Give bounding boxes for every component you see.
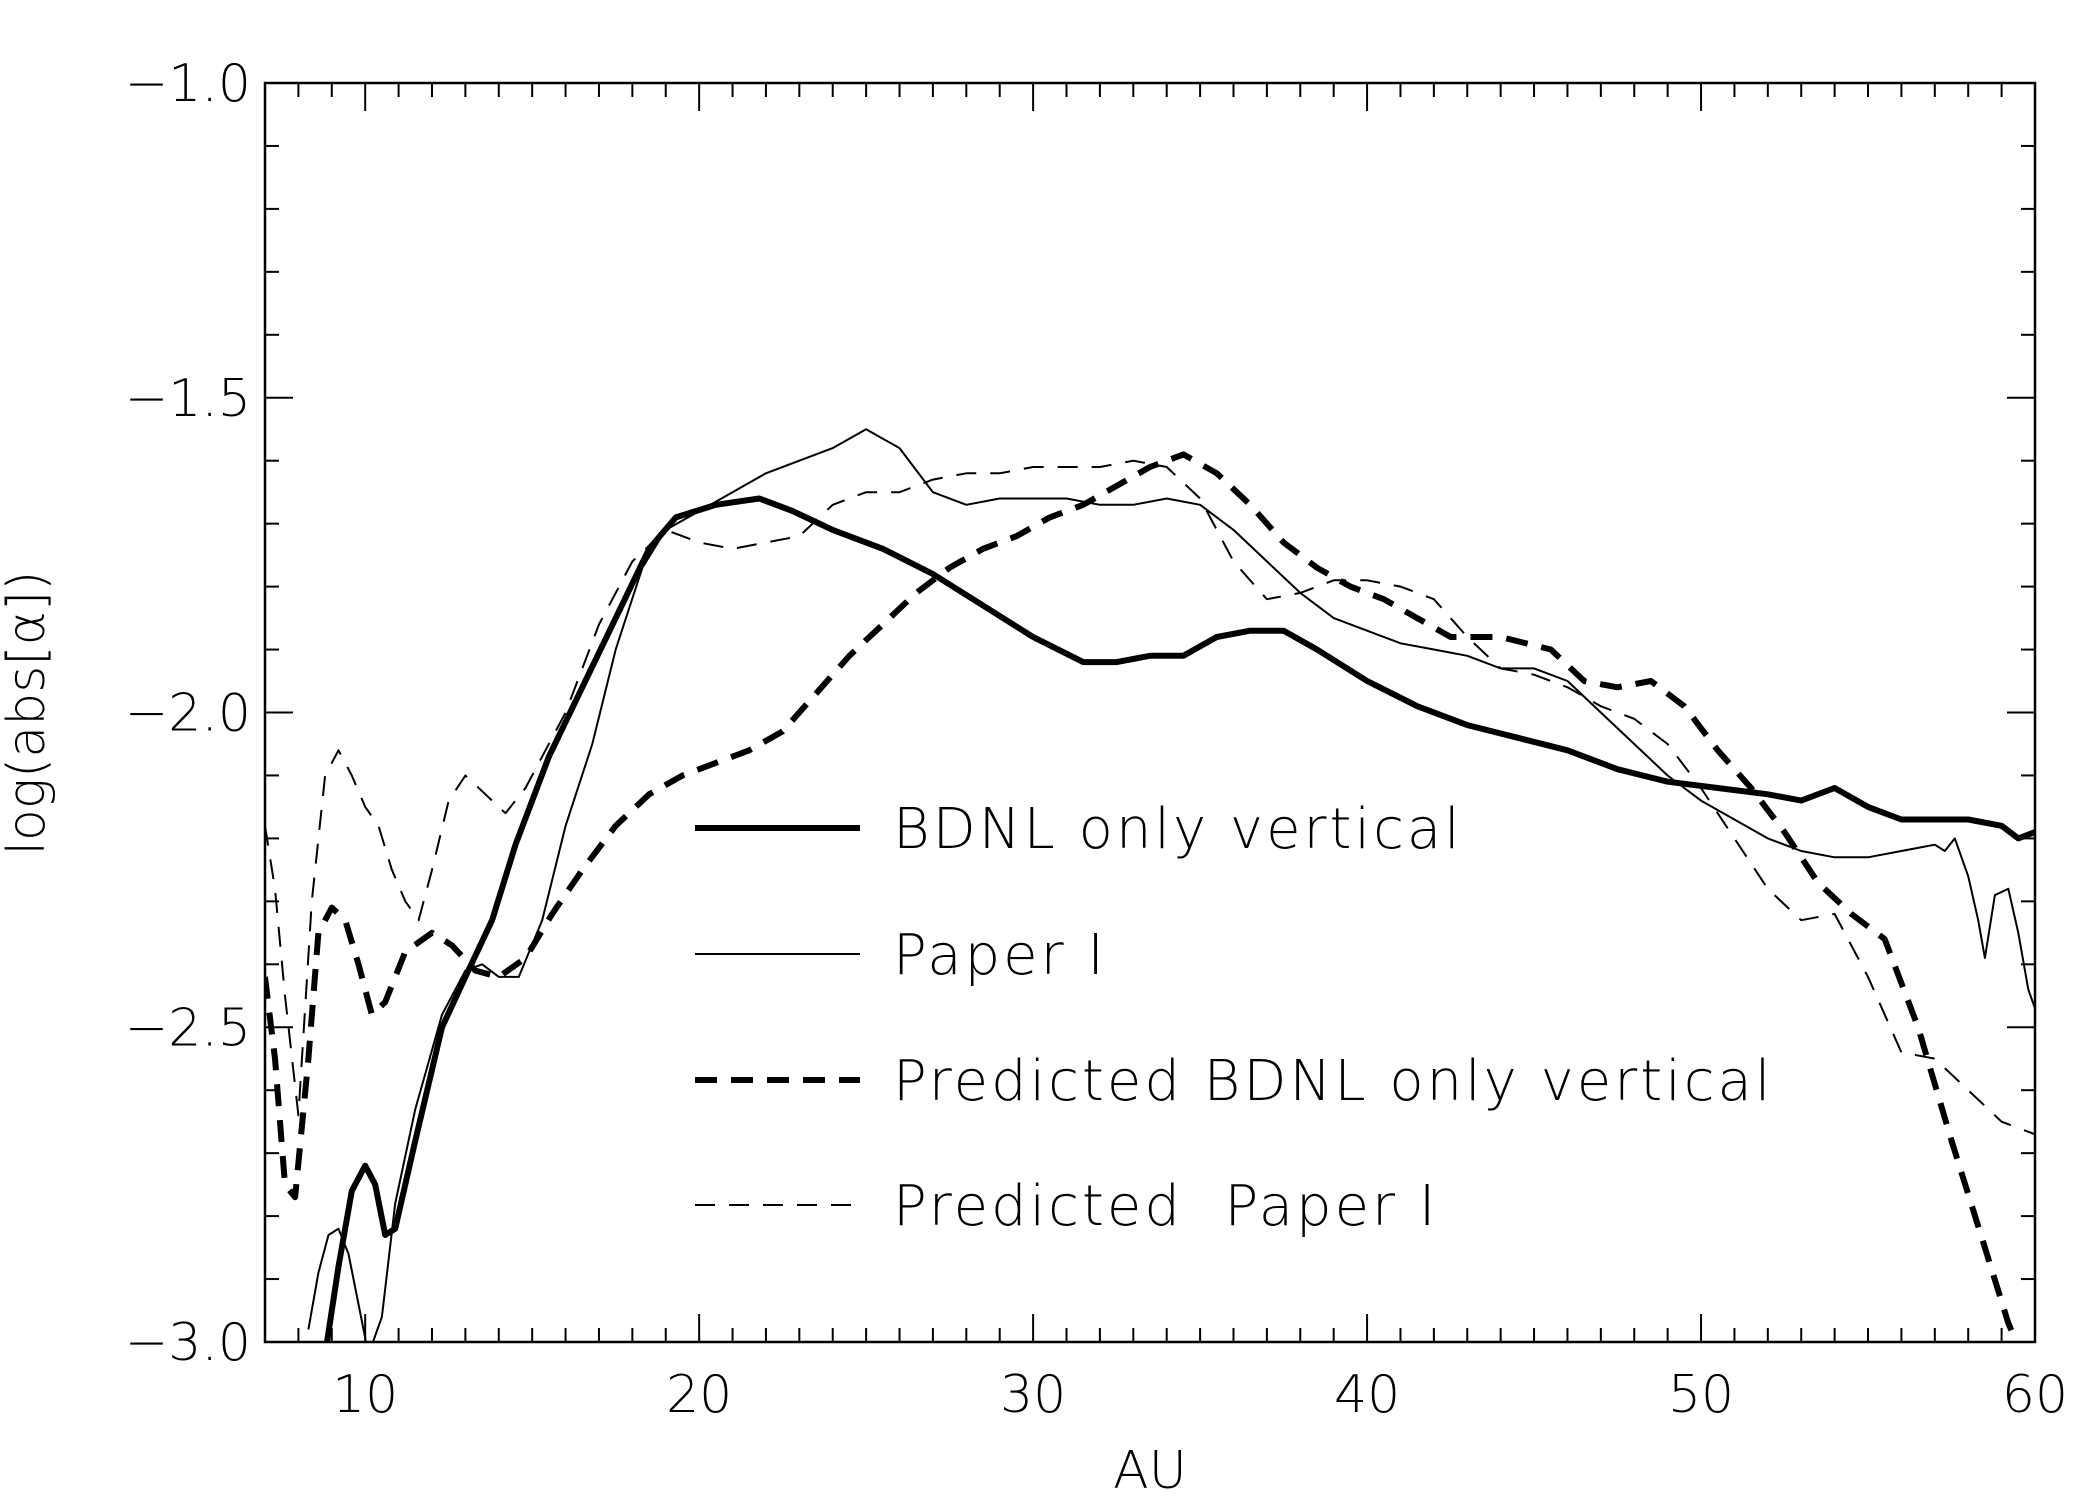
- x-tick-label: 20: [666, 1365, 732, 1425]
- series-line-3: [265, 451, 2035, 1342]
- y-tick-label: −2.0: [125, 684, 251, 744]
- x-tick-label: 10: [332, 1365, 398, 1425]
- y-tick-label: −2.5: [125, 998, 251, 1058]
- series-lines: [265, 428, 2035, 1342]
- y-tick-labels: −3.0 −2.5 −2.0 −1.5 −1.0: [125, 54, 251, 1373]
- legend-label: Predicted Paper I: [893, 1174, 1438, 1239]
- x-tick-label: 40: [1334, 1365, 1400, 1425]
- y-tick-label: −3.0: [125, 1313, 251, 1373]
- x-tick-label: 60: [2002, 1365, 2068, 1425]
- y-axis-title: log(abs[α]): [0, 571, 57, 856]
- x-tick-label: 30: [1000, 1365, 1066, 1425]
- x-tick-labels: 10 20 30 40 50 60: [332, 1365, 2068, 1425]
- legend-label: Predicted BDNL only vertical: [893, 1049, 1773, 1114]
- y-tick-label: −1.0: [125, 54, 251, 114]
- legend: BDNL only vertical Paper I Predicted BDNL …: [695, 797, 1773, 1239]
- plot-frame: [263, 81, 2037, 1344]
- y-tick-label: −1.5: [125, 369, 251, 429]
- series-line-1: [323, 495, 2035, 1342]
- axis-ticks: [264, 82, 2036, 1343]
- legend-label: BDNL only vertical: [893, 797, 1463, 862]
- x-tick-label: 50: [1668, 1365, 1734, 1425]
- series-line-4: [265, 459, 2035, 1136]
- x-axis-title: AU: [1113, 1441, 1187, 1500]
- legend-label: Paper I: [893, 923, 1107, 988]
